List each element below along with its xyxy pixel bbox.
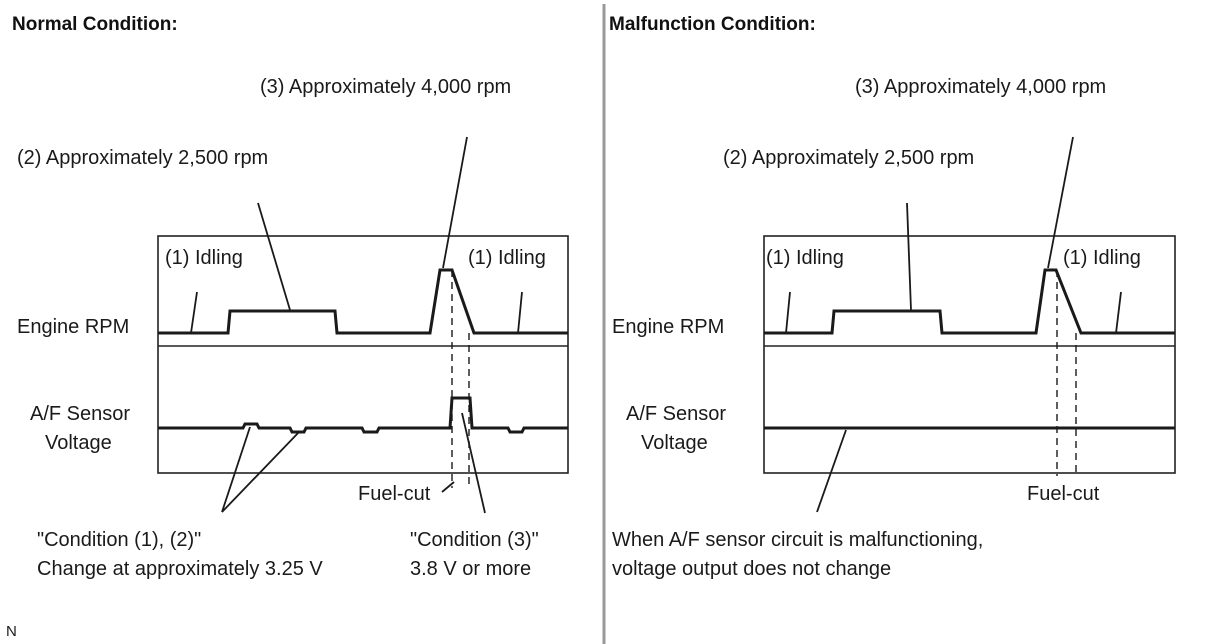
normal-label-4000rpm: (3) Approximately 4,000 rpm: [260, 76, 511, 98]
malfunction-leader-note: [816, 429, 847, 513]
normal-leader-2500rpm: [257, 202, 291, 311]
malfunction-label-4000rpm: (3) Approximately 4,000 rpm: [855, 76, 1106, 98]
malfunction-leader-idling-right: [1115, 291, 1122, 334]
normal-label-2500rpm: (2) Approximately 2,500 rpm: [17, 147, 268, 169]
normal-af-voltage-trace: [158, 396, 568, 434]
malfunction-heading: Malfunction Condition:: [609, 14, 816, 35]
normal-engine-rpm-label: Engine RPM: [17, 316, 129, 338]
malfunction-note-line1: When A/F sensor circuit is malfunctionin…: [612, 529, 983, 551]
normal-af-label-line2: Voltage: [45, 432, 112, 454]
malfunction-condition-panel: Malfunction Condition: (3) Approximately…: [609, 14, 1176, 580]
normal-af-label-line1: A/F Sensor: [30, 403, 130, 425]
normal-heading: Normal Condition:: [12, 14, 178, 35]
normal-chart-frame: [157, 235, 569, 474]
normal-leader-cond3: [461, 412, 486, 514]
malfunction-chart-frame: [763, 235, 1176, 474]
malfunction-rpm-trace: [764, 268, 1175, 335]
normal-fuel-cut-leader: [441, 481, 455, 493]
malfunction-note-line2: voltage output does not change: [612, 558, 891, 580]
normal-leader-idling-right: [517, 291, 523, 334]
malfunction-leader-2500rpm: [906, 202, 912, 311]
normal-rpm-trace: [158, 268, 568, 335]
malfunction-fuel-cut-label: Fuel-cut: [1027, 483, 1100, 505]
normal-note-cond12-line2: Change at approximately 3.25 V: [37, 558, 323, 580]
normal-leader-idling-left: [190, 291, 198, 334]
malfunction-engine-rpm-label: Engine RPM: [612, 316, 724, 338]
normal-note-cond3-line1: "Condition (3)": [410, 529, 539, 551]
normal-note-cond3-line2: 3.8 V or more: [410, 558, 531, 580]
normal-leader-cond12-a: [221, 426, 251, 513]
normal-leader-4000rpm: [442, 136, 468, 269]
normal-idling-left-label: (1) Idling: [165, 247, 243, 269]
malfunction-label-2500rpm: (2) Approximately 2,500 rpm: [723, 147, 974, 169]
normal-condition-panel: Normal Condition: (3) Approximately 4,00…: [12, 14, 569, 580]
corner-mark: N: [6, 623, 17, 640]
malfunction-idling-right-label: (1) Idling: [1063, 247, 1141, 269]
malfunction-af-label-line2: Voltage: [641, 432, 708, 454]
normal-note-cond12-line1: "Condition (1), (2)": [37, 529, 201, 551]
normal-idling-right-label: (1) Idling: [468, 247, 546, 269]
malfunction-idling-left-label: (1) Idling: [766, 247, 844, 269]
malfunction-af-label-line1: A/F Sensor: [626, 403, 726, 425]
normal-fuel-cut-label: Fuel-cut: [358, 483, 431, 505]
malfunction-leader-idling-left: [785, 291, 791, 334]
malfunction-leader-4000rpm: [1047, 136, 1074, 269]
normal-leader-cond12-b: [221, 430, 301, 513]
